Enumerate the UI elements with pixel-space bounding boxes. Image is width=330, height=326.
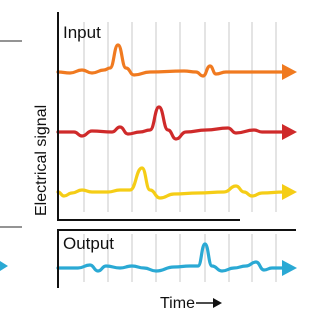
input-label: Input [63, 23, 101, 42]
bottom-panel-frame [57, 229, 296, 288]
y-axis-label: Electrical signal [33, 105, 50, 216]
middle-signal-arrowhead-red [282, 124, 297, 140]
output-signal-arrowhead [282, 260, 297, 276]
output-label: Output [63, 234, 114, 253]
top-panel-frame [57, 12, 240, 221]
middle-signal-trace-yellow [56, 166, 286, 200]
middle-signal-trace-red [56, 105, 286, 141]
x-axis-label: Time [160, 295, 195, 312]
middle-signal-arrowhead-yellow [282, 184, 297, 200]
grid-top [83, 22, 277, 212]
time-arrow-icon [196, 298, 222, 308]
input-signal-arrowhead [282, 64, 297, 80]
input-signal-trace [56, 43, 286, 78]
grid-bottom [83, 234, 277, 282]
output-signal-trace [56, 242, 286, 273]
left-edge-arrowhead [0, 261, 8, 271]
